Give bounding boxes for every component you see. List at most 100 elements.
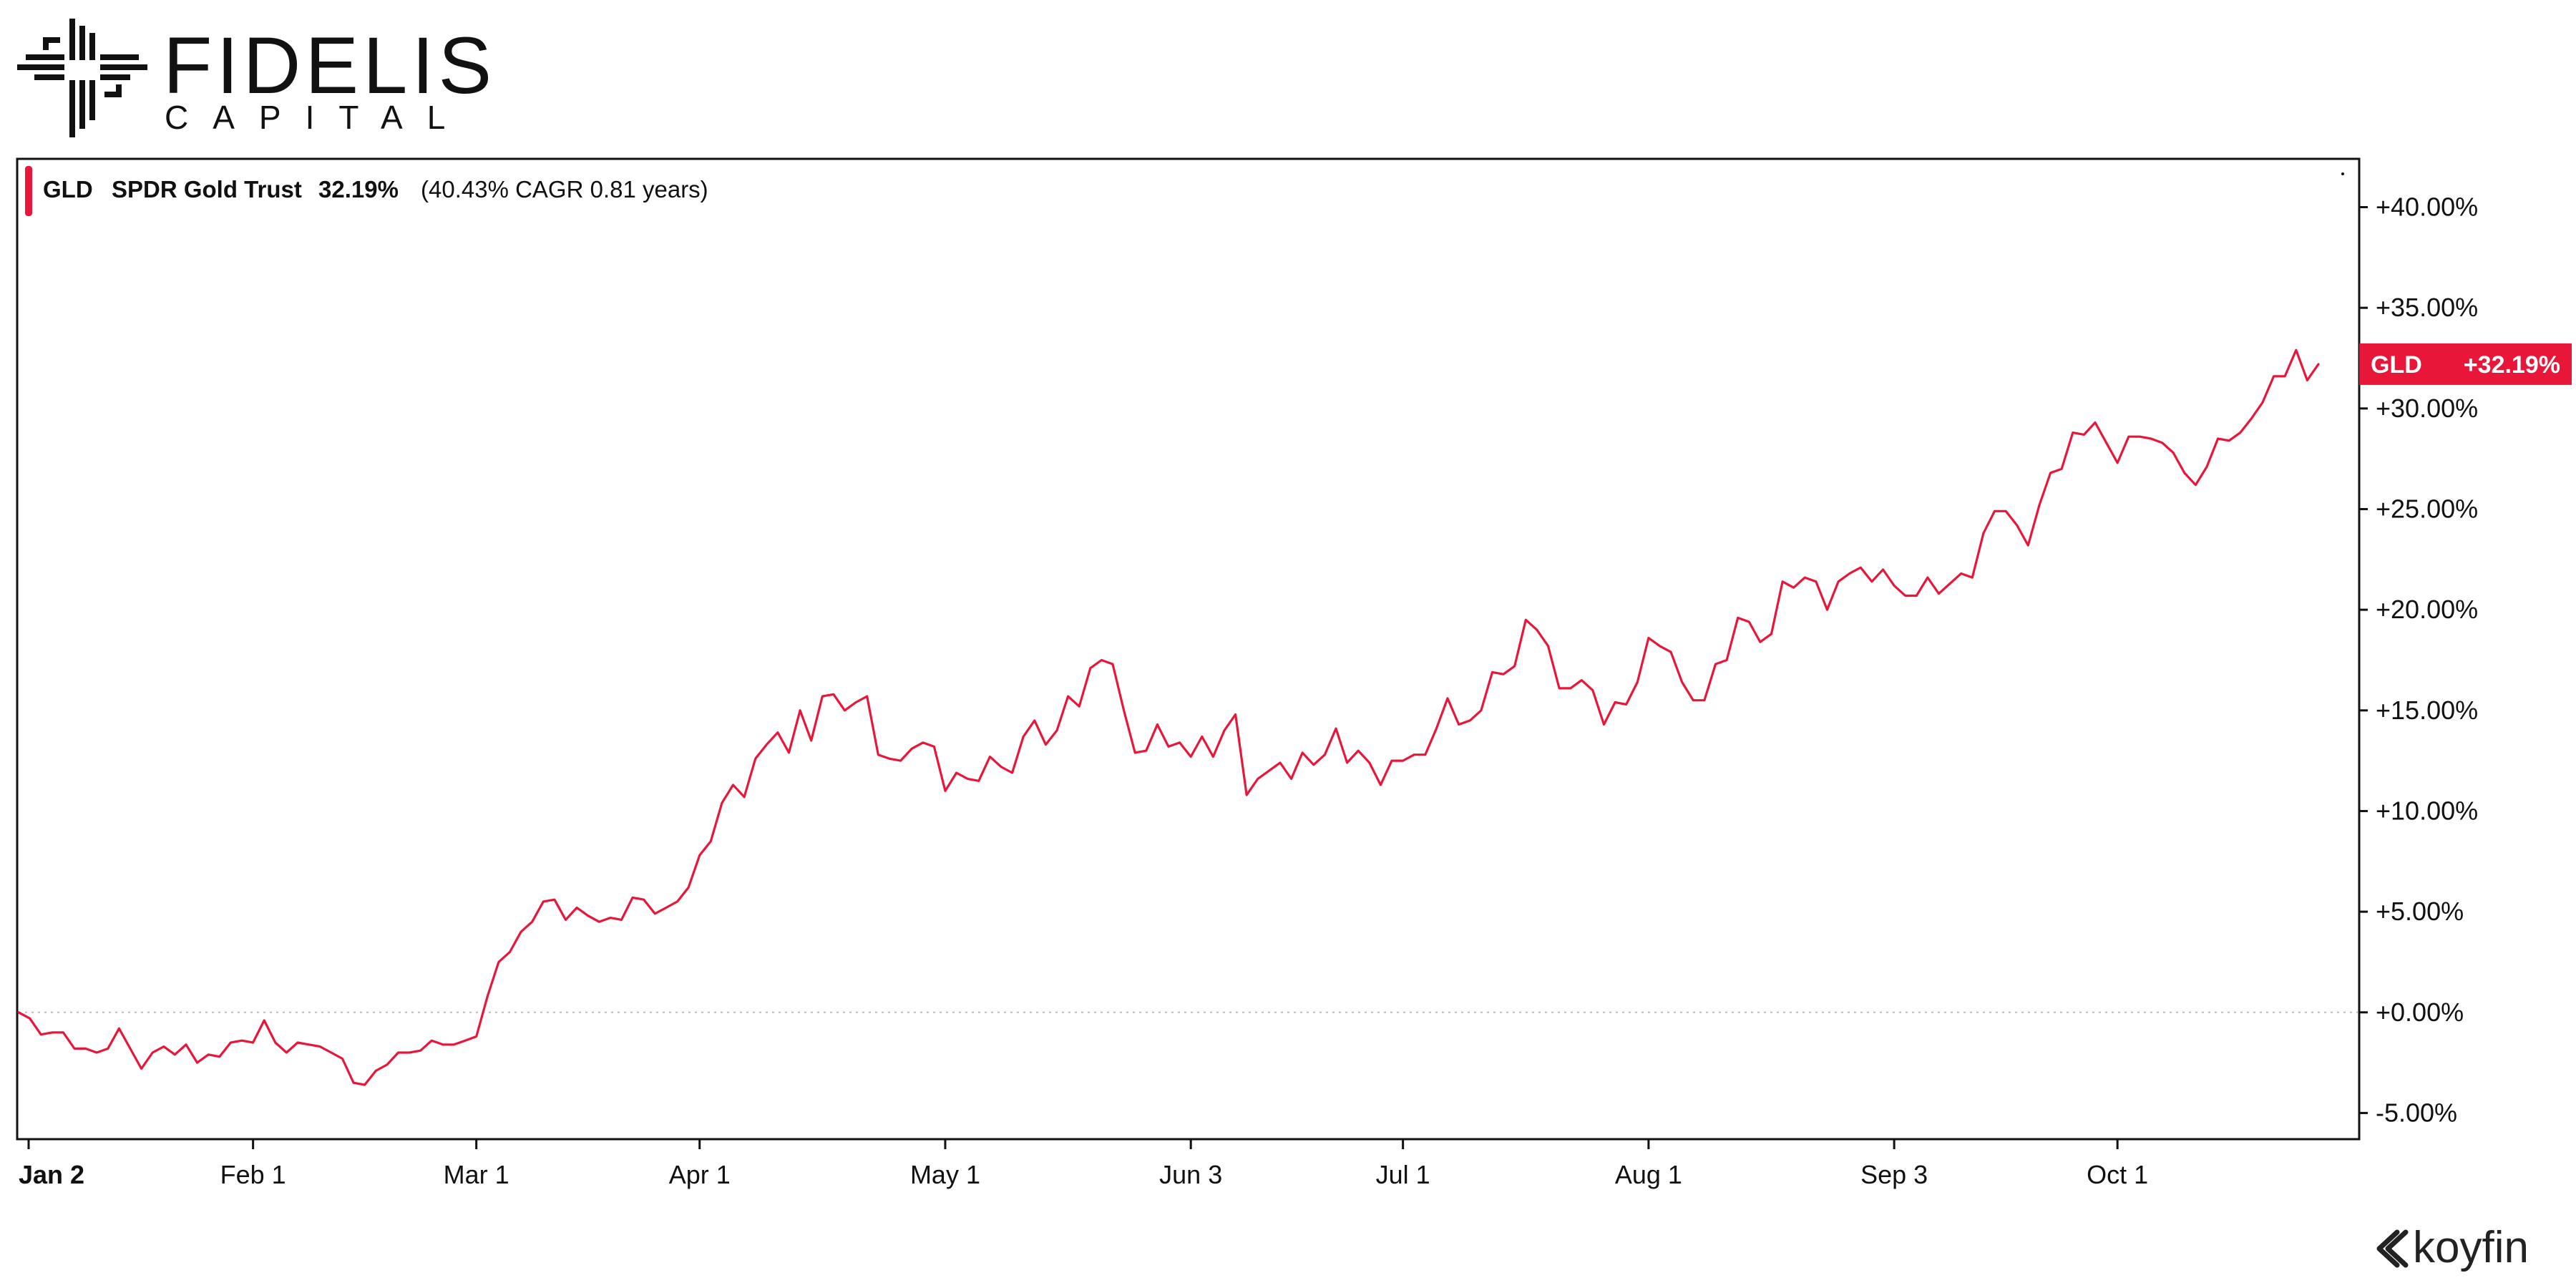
series-point (319, 1045, 321, 1048)
series-point (62, 1031, 64, 1034)
series-point (698, 854, 701, 857)
series-point (2072, 431, 2074, 434)
last-value-badge-bg (2359, 343, 2572, 385)
series-point (1055, 729, 1058, 732)
series-point (286, 1051, 288, 1054)
y-tick-label: +10.00% (2376, 796, 2478, 825)
series-point (73, 1048, 76, 1050)
series-point (2172, 452, 2175, 454)
series-line-gld (17, 348, 2320, 1086)
series-point (1101, 659, 1103, 661)
series-point (2150, 437, 2152, 440)
series-point (1268, 770, 1270, 772)
series-point (1033, 719, 1036, 722)
series-point (1748, 620, 1750, 623)
series-point (754, 758, 756, 760)
badge-value: +32.19% (2464, 351, 2560, 379)
series-point (2284, 375, 2286, 377)
series-point (330, 1051, 333, 1054)
x-tick-label: Sep 3 (1860, 1160, 1928, 1189)
series-point (933, 746, 935, 748)
series-point (665, 907, 668, 909)
series-point (575, 907, 578, 909)
series-point (441, 1043, 444, 1046)
x-tick-label: Jan 2 (19, 1160, 84, 1189)
series-point (185, 1043, 187, 1046)
series-point (1089, 667, 1092, 669)
series-point (955, 771, 957, 774)
y-tick-label: +30.00% (2376, 394, 2478, 423)
series-point (854, 701, 857, 703)
series-point (364, 1083, 366, 1086)
series-point (2139, 436, 2141, 438)
series-point (174, 1053, 176, 1056)
y-tick-label: +15.00% (2376, 696, 2478, 725)
y-tick-label: +40.00% (2376, 192, 2478, 222)
series-point (2161, 441, 2163, 444)
x-tick-label: Oct 1 (2087, 1160, 2148, 1189)
series-point (2217, 437, 2219, 440)
series-point (2127, 436, 2129, 438)
series-point (1145, 749, 1148, 752)
series-point (1290, 778, 1292, 780)
x-tick-label: Jun 3 (1159, 1160, 1222, 1189)
series-point (1424, 753, 1427, 756)
series-point (408, 1051, 411, 1054)
series-point (676, 900, 678, 903)
series-point (788, 751, 790, 754)
series-point (1647, 637, 1650, 639)
series-point (1067, 695, 1069, 698)
series-point (1837, 580, 1840, 582)
series-point (464, 1040, 467, 1042)
series-point (598, 921, 600, 923)
series-point (1279, 761, 1282, 764)
y-tick-label: -5.00% (2376, 1098, 2457, 1127)
series-point (1458, 723, 1460, 726)
series-point (208, 1053, 210, 1056)
series-point (1804, 576, 1806, 579)
y-tick-label: +25.00% (2376, 494, 2478, 523)
series-point (1525, 619, 1527, 621)
series-point (776, 731, 779, 733)
series-point (2117, 462, 2119, 464)
series-point (631, 897, 634, 899)
series-point (609, 917, 612, 919)
y-tick-label: +0.00% (2376, 997, 2464, 1027)
series-point (821, 695, 824, 698)
series-point (1312, 763, 1315, 766)
series-point (1893, 585, 1896, 587)
x-tick-label: Jul 1 (1376, 1160, 1430, 1189)
series-point (196, 1061, 198, 1064)
series-point (240, 1040, 243, 1042)
legend: GLD SPDR Gold Trust 32.19% (40.43% CAGR … (25, 166, 708, 216)
series-point (721, 802, 723, 804)
series-point (710, 840, 712, 842)
series-point (1045, 743, 1047, 746)
series-point (1302, 751, 1304, 754)
series-point (1335, 727, 1337, 730)
series-point (2061, 468, 2063, 470)
legend-color-swatch (25, 166, 32, 216)
series-point (1368, 761, 1371, 764)
series-point (375, 1070, 377, 1072)
series-point (877, 753, 879, 756)
series-point (1904, 595, 1906, 597)
series-point (989, 756, 991, 758)
series-point (1714, 663, 1717, 665)
series-point (1380, 784, 1382, 786)
series-point (1860, 566, 1862, 569)
series-point (1994, 510, 1996, 512)
series-point (832, 693, 835, 696)
series-point (944, 790, 947, 792)
brand-subtitle: CAPITAL (165, 99, 469, 136)
series-point (1759, 641, 1762, 643)
series-point (542, 900, 545, 903)
x-tick-label: Mar 1 (444, 1160, 509, 1189)
series-point (1000, 766, 1002, 768)
series-point (2183, 472, 2185, 474)
series-point (1558, 687, 1561, 690)
series-point (29, 1018, 31, 1020)
series-point (84, 1048, 87, 1050)
koyfin-watermark: koyfin (2376, 1223, 2529, 1272)
y-tick-label: +5.00% (2376, 897, 2464, 926)
